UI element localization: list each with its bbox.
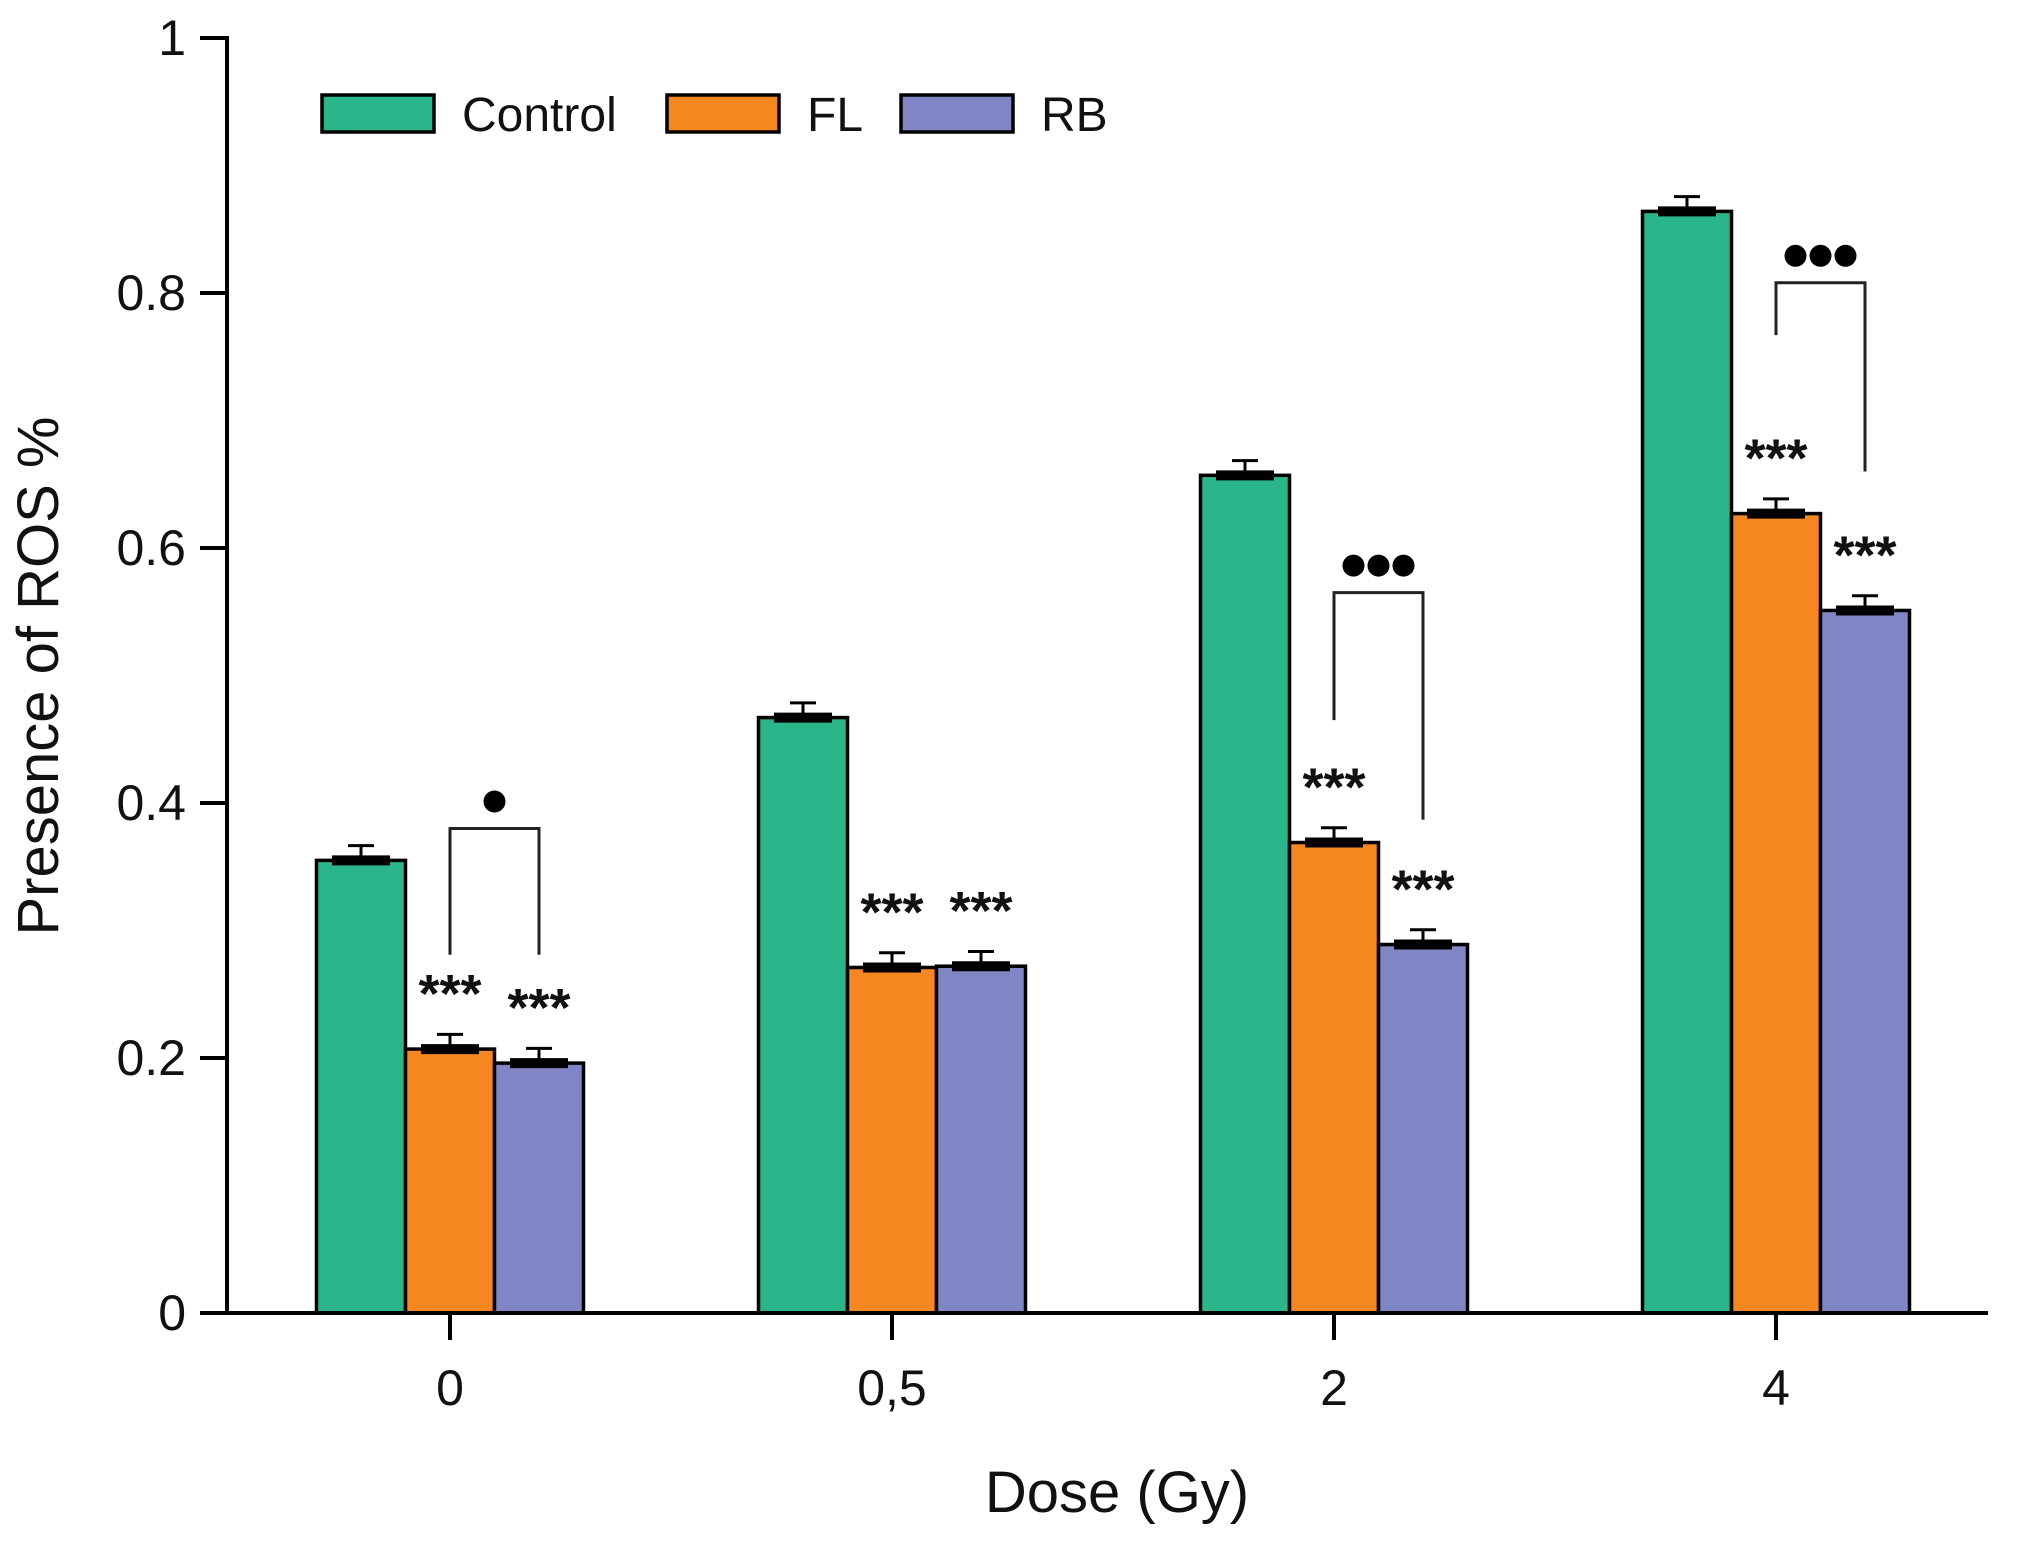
legend-swatch-fl — [665, 93, 781, 134]
bars-layer — [314, 209, 1912, 1315]
bracket-dot — [1784, 244, 1807, 267]
y-tick-label: 0.6 — [116, 520, 186, 576]
bar-control-0 — [314, 858, 408, 1315]
significance-stars-rb-4: *** — [1833, 525, 1896, 585]
bar-rb-0,5 — [934, 964, 1028, 1315]
significance-stars-rb-2: *** — [1391, 860, 1454, 920]
y-tick-label: 1 — [158, 10, 186, 66]
significance-stars-fl-2: *** — [1302, 758, 1365, 818]
bracket-dot — [1834, 244, 1857, 267]
axes-layer — [200, 36, 1988, 1340]
bar-rb-4 — [1818, 608, 1912, 1315]
x-tick-label: 0 — [436, 1360, 464, 1416]
bar-fl-2 — [1287, 840, 1381, 1315]
bracket-dot — [483, 790, 506, 813]
comparison-bracket — [1774, 281, 1867, 472]
y-tick-label: 0.4 — [116, 775, 186, 831]
legend-label-rb: RB — [1041, 89, 1108, 142]
significance-stars-rb-0,5: *** — [949, 881, 1012, 941]
significance-stars-fl-0,5: *** — [860, 882, 923, 942]
legend: Control FL RB — [320, 89, 1108, 142]
legend-swatch-rb — [899, 93, 1015, 134]
x-tick-label: 4 — [1762, 1360, 1790, 1416]
bar-fl-0,5 — [845, 965, 939, 1315]
significance-stars-rb-0: *** — [507, 978, 570, 1038]
comparison-bracket — [1332, 591, 1425, 820]
y-axis-title: Presence of ROS % — [6, 417, 71, 936]
bracket-dot — [1342, 554, 1365, 577]
bracket-dot — [1392, 554, 1415, 577]
bar-control-0,5 — [756, 715, 850, 1315]
bar-control-4 — [1640, 209, 1734, 1315]
significance-stars-fl-4: *** — [1744, 429, 1807, 489]
x-axis-title: Dose (Gy) — [985, 1460, 1249, 1525]
x-tick-label: 2 — [1320, 1360, 1348, 1416]
tick-labels-layer: 0 0.2 0.4 0.6 0.8 1 0 0,5 2 4 — [116, 10, 1789, 1416]
y-tick-label: 0.8 — [116, 265, 186, 321]
x-tick-label: 0,5 — [857, 1360, 927, 1416]
significance-layer: *** *** *** *** *** *** *** *** — [418, 244, 1897, 1038]
legend-label-control: Control — [462, 89, 617, 142]
bar-control-2 — [1198, 473, 1292, 1315]
bar-fl-4 — [1729, 511, 1823, 1315]
error-bars-layer — [332, 195, 1894, 1069]
comparison-bracket — [448, 827, 541, 955]
bar-rb-2 — [1376, 942, 1470, 1315]
y-tick-label: 0.2 — [116, 1030, 186, 1086]
legend-label-fl: FL — [807, 89, 863, 142]
bracket-dot — [1809, 244, 1832, 267]
bar-fl-0 — [403, 1047, 497, 1315]
bar-rb-0 — [492, 1061, 586, 1315]
legend-swatch-control — [320, 93, 436, 134]
bracket-dot — [1367, 554, 1390, 577]
significance-stars-fl-0: *** — [418, 964, 481, 1024]
y-tick-label: 0 — [158, 1285, 186, 1341]
